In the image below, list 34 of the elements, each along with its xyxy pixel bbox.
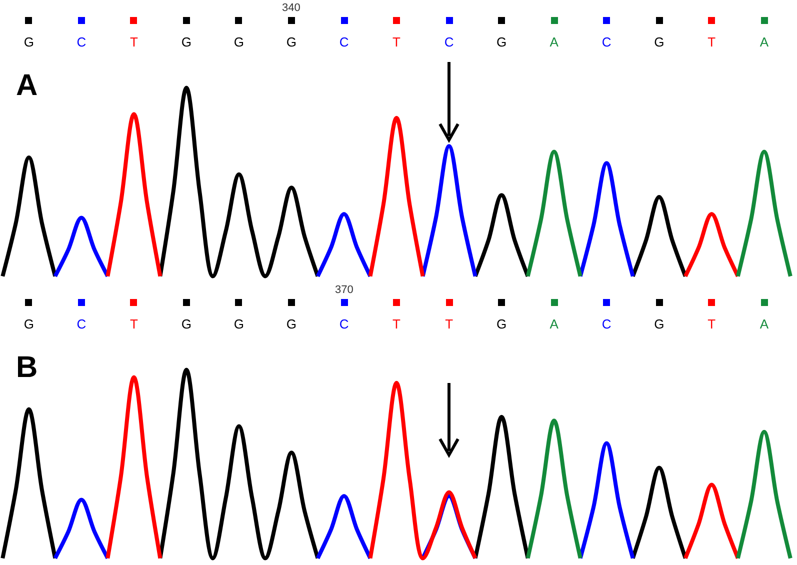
x-tick-label: T (130, 34, 138, 50)
x-tick-label: G (234, 316, 244, 332)
x-tick-label: G (286, 316, 297, 332)
text: 340 (282, 2, 300, 14)
x-tick-label: G (24, 34, 34, 50)
x-tick-label: G (496, 316, 507, 332)
x-tick-label: G (24, 316, 34, 332)
x-tick-label: C (339, 316, 349, 332)
chart-title: A (16, 69, 38, 102)
x-tick-label: A (550, 34, 559, 50)
x-tick-label: G (654, 34, 664, 50)
x-tick-label: G (181, 316, 192, 332)
x-tick-label: C (602, 316, 612, 332)
x-tick-label: G (234, 34, 244, 50)
text: 370 (335, 284, 354, 296)
x-tick-label: T (708, 316, 716, 332)
x-tick-label: T (392, 316, 401, 332)
x-tick-label: A (550, 316, 559, 332)
x-tick-label: C (339, 34, 349, 50)
x-tick-label: T (445, 316, 454, 332)
x-tick-label: T (130, 316, 138, 332)
x-tick-label: G (286, 34, 297, 50)
x-tick-label: A (760, 34, 769, 50)
chart-title: B (16, 351, 38, 384)
x-tick-label: C (444, 34, 454, 50)
x-tick-label: T (708, 34, 716, 50)
x-tick-label: A (760, 316, 769, 332)
x-tick-label: C (76, 316, 86, 332)
x-tick-label: C (76, 34, 86, 50)
x-tick-label: C (602, 34, 612, 50)
x-tick-label: G (496, 34, 507, 50)
x-tick-label: G (181, 34, 192, 50)
x-tick-label: T (392, 34, 401, 50)
x-tick-label: G (654, 316, 664, 332)
